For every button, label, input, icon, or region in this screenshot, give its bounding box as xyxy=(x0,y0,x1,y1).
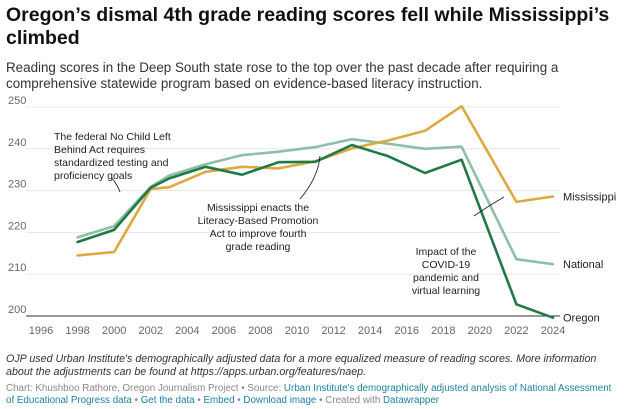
series-lines xyxy=(76,104,555,320)
chart-footer: Chart: Khushboo Rathore, Oregon Journali… xyxy=(6,383,612,406)
x-tick-label: 2014 xyxy=(358,325,382,337)
annotation-text: pandemic and xyxy=(413,272,479,284)
annotation-text: Act to improve fourth xyxy=(210,228,307,240)
series-label-mississippi: Mississippi xyxy=(563,191,616,203)
y-tick-label: 230 xyxy=(8,179,26,191)
series-line-oregon xyxy=(76,143,555,320)
x-tick-label: 2020 xyxy=(468,325,492,337)
x-tick-label: 2012 xyxy=(321,325,345,337)
annotation-connector xyxy=(299,155,321,200)
download-image-link[interactable]: Download image xyxy=(243,395,317,406)
y-axis-ticks: 200 210 220 230 240 250 xyxy=(8,96,26,316)
get-data-link[interactable]: Get the data xyxy=(140,395,195,406)
x-axis-ticks: 1996 1998 2000 2002 2004 2006 2008 2010 2012 2014… xyxy=(29,325,565,337)
source-link[interactable]: Urban Institute's demographically adjust… xyxy=(6,383,612,406)
x-tick-label: 1996 xyxy=(29,325,53,337)
y-tick-label: 220 xyxy=(8,220,26,232)
annotation-text: The federal No Child Left xyxy=(54,131,171,143)
y-tick-label: 240 xyxy=(8,137,26,149)
x-tick-label: 2024 xyxy=(541,325,565,337)
x-tick-label: 2002 xyxy=(138,325,162,337)
footer-credit: Chart: Khushboo Rathore, Oregon Journali… xyxy=(6,383,284,394)
annotation-text: COVID-19 xyxy=(422,259,471,271)
datawrapper-link[interactable]: Datawrapper xyxy=(382,395,440,406)
series-line-mississippi xyxy=(76,104,555,257)
series-labels: Mississippi National Oregon xyxy=(563,191,616,324)
series-label-oregon: Oregon xyxy=(563,313,600,325)
embed-link[interactable]: Embed xyxy=(203,395,235,406)
x-tick-label: 2008 xyxy=(248,325,272,337)
chart-notes: OJP used Urban Institute's demographical… xyxy=(6,353,597,378)
chart-subtitle: Reading scores in the Deep South state r… xyxy=(6,60,559,91)
x-tick-label: 2016 xyxy=(394,325,418,337)
annotation-text: Mississippi enacts the xyxy=(207,202,309,214)
annotation-text: Impact of the xyxy=(416,246,477,258)
annotation-text: grade reading xyxy=(226,241,291,253)
annotation-text: proficiency goals xyxy=(54,170,132,182)
x-tick-label: 2006 xyxy=(212,325,236,337)
series-label-national: National xyxy=(563,259,603,271)
x-tick-label: 2018 xyxy=(431,325,455,337)
y-tick-label: 210 xyxy=(8,262,26,274)
annotation-connector xyxy=(111,177,121,193)
annotation-text: standardized testing and xyxy=(54,157,169,169)
annotation-text: Literacy-Based Promotion xyxy=(198,215,319,227)
annotation-connector xyxy=(473,196,505,217)
chart-title: Oregon’s dismal 4th grade reading scores… xyxy=(6,4,610,49)
y-tick-label: 250 xyxy=(8,96,26,107)
annotation-text: virtual learning xyxy=(412,285,480,297)
x-tick-label: 2000 xyxy=(102,325,126,337)
x-tick-label: 2022 xyxy=(504,325,528,337)
x-tick-label: 2004 xyxy=(175,325,199,337)
x-tick-label: 1998 xyxy=(65,325,89,337)
y-tick-label: 200 xyxy=(8,304,26,316)
x-tick-label: 2010 xyxy=(285,325,309,337)
line-chart: 200 210 220 230 240 250 1996 1998 2000 2002 2004 2… xyxy=(8,96,616,337)
annotation-text: Behind Act requires xyxy=(54,144,145,156)
